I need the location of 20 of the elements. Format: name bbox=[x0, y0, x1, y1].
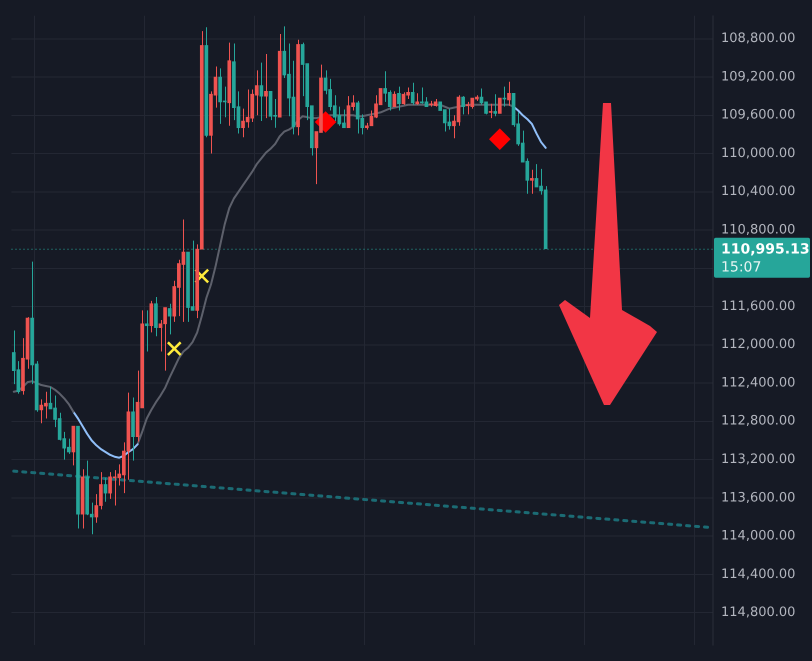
text: 15:07 bbox=[721, 259, 762, 276]
candlestick bbox=[498, 98, 502, 114]
y-tick-label: 110,000.00 bbox=[721, 146, 796, 161]
y-tick-label: 114,000.00 bbox=[721, 528, 796, 544]
y-tick-label: 110,400.00 bbox=[721, 184, 796, 200]
y-tick-label: 112,800.00 bbox=[721, 414, 796, 429]
y-tick-label: 114,800.00 bbox=[721, 605, 796, 620]
y-tick-label: 112,400.00 bbox=[721, 375, 796, 390]
y-tick-label: 110,800.00 bbox=[721, 222, 796, 238]
ref-line-label: 110,995.13 bbox=[721, 241, 810, 258]
y-tick-label: 111,600.00 bbox=[721, 298, 796, 314]
point bbox=[490, 128, 510, 150]
y-tick-label: 113,600.00 bbox=[721, 490, 796, 506]
y-tick-label: 109,200.00 bbox=[721, 69, 796, 84]
y-tick-label: 113,200.00 bbox=[721, 452, 796, 468]
point bbox=[166, 341, 182, 356]
y-tick-label: 109,600.00 bbox=[721, 108, 796, 123]
y-tick-label: 114,400.00 bbox=[721, 566, 796, 582]
y-tick-label: 108,800.00 bbox=[721, 31, 796, 46]
y-tick-label: 112,000.00 bbox=[721, 337, 796, 352]
